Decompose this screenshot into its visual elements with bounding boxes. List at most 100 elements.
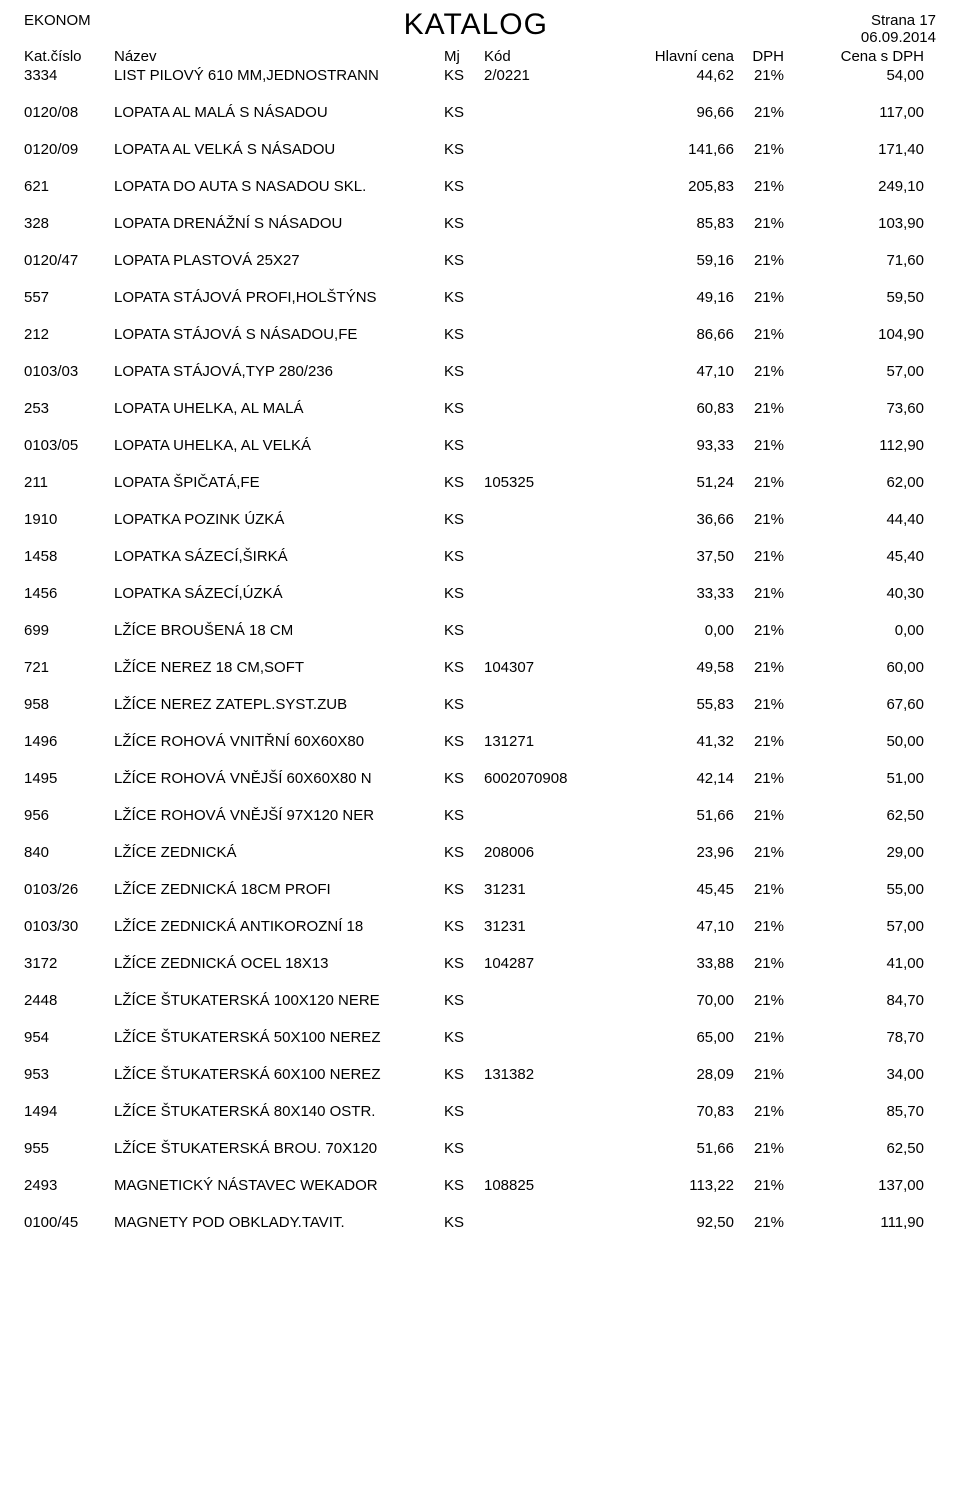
cell-nazev: MAGNETICKÝ NÁSTAVEC WEKADOR [114, 1177, 444, 1194]
cell-cena: 86,66 [614, 326, 734, 343]
cell-nazev: LŽÍCE ZEDNICKÁ 18CM PROFI [114, 881, 444, 898]
cell-katcislo: 840 [24, 844, 114, 861]
table-row: 1456LOPATKA SÁZECÍ,ÚZKÁKS33,3321%40,30 [24, 575, 936, 612]
cell-mj: KS [444, 326, 484, 343]
cell-katcislo: 0120/09 [24, 141, 114, 158]
cell-nazev: LOPATA ŠPIČATÁ,FE [114, 474, 444, 491]
cell-nazev: LŽÍCE BROUŠENÁ 18 CM [114, 622, 444, 639]
cell-kod [484, 1103, 614, 1120]
cell-sdph: 44,40 [784, 511, 924, 528]
page-title: KATALOG [91, 8, 861, 42]
cell-cena: 0,00 [614, 622, 734, 639]
cell-nazev: LŽÍCE ZEDNICKÁ [114, 844, 444, 861]
cell-dph: 21% [734, 881, 784, 898]
cell-dph: 21% [734, 1140, 784, 1157]
cell-katcislo: 0103/03 [24, 363, 114, 380]
cell-mj: KS [444, 67, 484, 84]
cell-cena: 36,66 [614, 511, 734, 528]
cell-nazev: LŽÍCE ROHOVÁ VNĚJŠÍ 60X60X80 N [114, 770, 444, 787]
page-date: 06.09.2014 [861, 29, 936, 46]
cell-nazev: LOPATA AL VELKÁ S NÁSADOU [114, 141, 444, 158]
cell-cena: 49,58 [614, 659, 734, 676]
cell-cena: 70,00 [614, 992, 734, 1009]
cell-nazev: LOPATA STÁJOVÁ,TYP 280/236 [114, 363, 444, 380]
cell-nazev: LOPATKA POZINK ÚZKÁ [114, 511, 444, 528]
cell-kod [484, 807, 614, 824]
cell-nazev: LŽÍCE ŠTUKATERSKÁ 100X120 NERE [114, 992, 444, 1009]
table-row: 0100/45MAGNETY POD OBKLADY.TAVIT.KS92,50… [24, 1204, 936, 1241]
cell-dph: 21% [734, 67, 784, 84]
cell-nazev: LOPATA PLASTOVÁ 25X27 [114, 252, 444, 269]
catalog-page: EKONOM KATALOG Strana 17 06.09.2014 Kat.… [0, 0, 960, 1265]
table-row: 840LŽÍCE ZEDNICKÁKS20800623,9621%29,00 [24, 834, 936, 871]
cell-cena: 44,62 [614, 67, 734, 84]
cell-dph: 21% [734, 289, 784, 306]
cell-nazev: LŽÍCE ROHOVÁ VNĚJŠÍ 97X120 NER [114, 807, 444, 824]
cell-dph: 21% [734, 1214, 784, 1231]
cell-sdph: 41,00 [784, 955, 924, 972]
cell-kod [484, 178, 614, 195]
col-kod: Kód [484, 48, 614, 65]
cell-katcislo: 955 [24, 1140, 114, 1157]
table-row: 954LŽÍCE ŠTUKATERSKÁ 50X100 NEREZKS65,00… [24, 1019, 936, 1056]
cell-mj: KS [444, 622, 484, 639]
cell-mj: KS [444, 511, 484, 528]
table-row: 3172LŽÍCE ZEDNICKÁ OCEL 18X13KS10428733,… [24, 945, 936, 982]
cell-nazev: MAGNETY POD OBKLADY.TAVIT. [114, 1214, 444, 1231]
cell-dph: 21% [734, 104, 784, 121]
cell-nazev: LŽÍCE NEREZ 18 CM,SOFT [114, 659, 444, 676]
cell-kod: 2/0221 [484, 67, 614, 84]
cell-dph: 21% [734, 215, 784, 232]
cell-sdph: 62,50 [784, 807, 924, 824]
cell-sdph: 84,70 [784, 992, 924, 1009]
cell-kod [484, 992, 614, 1009]
cell-mj: KS [444, 437, 484, 454]
cell-cena: 51,66 [614, 807, 734, 824]
cell-dph: 21% [734, 955, 784, 972]
cell-mj: KS [444, 474, 484, 491]
cell-cena: 47,10 [614, 918, 734, 935]
cell-kod [484, 326, 614, 343]
cell-kod [484, 400, 614, 417]
cell-dph: 21% [734, 770, 784, 787]
cell-katcislo: 2448 [24, 992, 114, 1009]
cell-mj: KS [444, 770, 484, 787]
cell-sdph: 112,90 [784, 437, 924, 454]
cell-katcislo: 2493 [24, 1177, 114, 1194]
cell-cena: 28,09 [614, 1066, 734, 1083]
cell-kod: 105325 [484, 474, 614, 491]
cell-nazev: LŽÍCE ŠTUKATERSKÁ BROU. 70X120 [114, 1140, 444, 1157]
cell-cena: 55,83 [614, 696, 734, 713]
cell-cena: 113,22 [614, 1177, 734, 1194]
cell-nazev: LŽÍCE ŠTUKATERSKÁ 50X100 NEREZ [114, 1029, 444, 1046]
cell-katcislo: 0100/45 [24, 1214, 114, 1231]
table-body: 3334LIST PILOVÝ 610 MM,JEDNOSTRANNKS2/02… [24, 67, 936, 1241]
table-row: 1910LOPATKA POZINK ÚZKÁKS36,6621%44,40 [24, 501, 936, 538]
cell-sdph: 0,00 [784, 622, 924, 639]
cell-nazev: LOPATKA SÁZECÍ,ÚZKÁ [114, 585, 444, 602]
cell-cena: 65,00 [614, 1029, 734, 1046]
table-row: 699LŽÍCE BROUŠENÁ 18 CMKS0,0021%0,00 [24, 612, 936, 649]
cell-cena: 92,50 [614, 1214, 734, 1231]
cell-nazev: LOPATA STÁJOVÁ S NÁSADOU,FE [114, 326, 444, 343]
table-row: 253LOPATA UHELKA, AL MALÁKS60,8321%73,60 [24, 390, 936, 427]
cell-katcislo: 1456 [24, 585, 114, 602]
cell-kod: 208006 [484, 844, 614, 861]
cell-cena: 93,33 [614, 437, 734, 454]
cell-katcislo: 953 [24, 1066, 114, 1083]
cell-cena: 42,14 [614, 770, 734, 787]
cell-sdph: 40,30 [784, 585, 924, 602]
cell-sdph: 54,00 [784, 67, 924, 84]
table-row: 0120/08LOPATA AL MALÁ S NÁSADOUKS96,6621… [24, 94, 936, 131]
cell-nazev: LŽÍCE NEREZ ZATEPL.SYST.ZUB [114, 696, 444, 713]
cell-katcislo: 1495 [24, 770, 114, 787]
cell-cena: 59,16 [614, 252, 734, 269]
cell-nazev: LOPATA DO AUTA S NASADOU SKL. [114, 178, 444, 195]
cell-cena: 96,66 [614, 104, 734, 121]
cell-kod [484, 622, 614, 639]
cell-dph: 21% [734, 585, 784, 602]
cell-kod [484, 141, 614, 158]
cell-kod: 108825 [484, 1177, 614, 1194]
cell-nazev: LOPATA DRENÁŽNÍ S NÁSADOU [114, 215, 444, 232]
column-headers: Kat.číslo Název Mj Kód Hlavní cena DPH C… [24, 48, 936, 65]
